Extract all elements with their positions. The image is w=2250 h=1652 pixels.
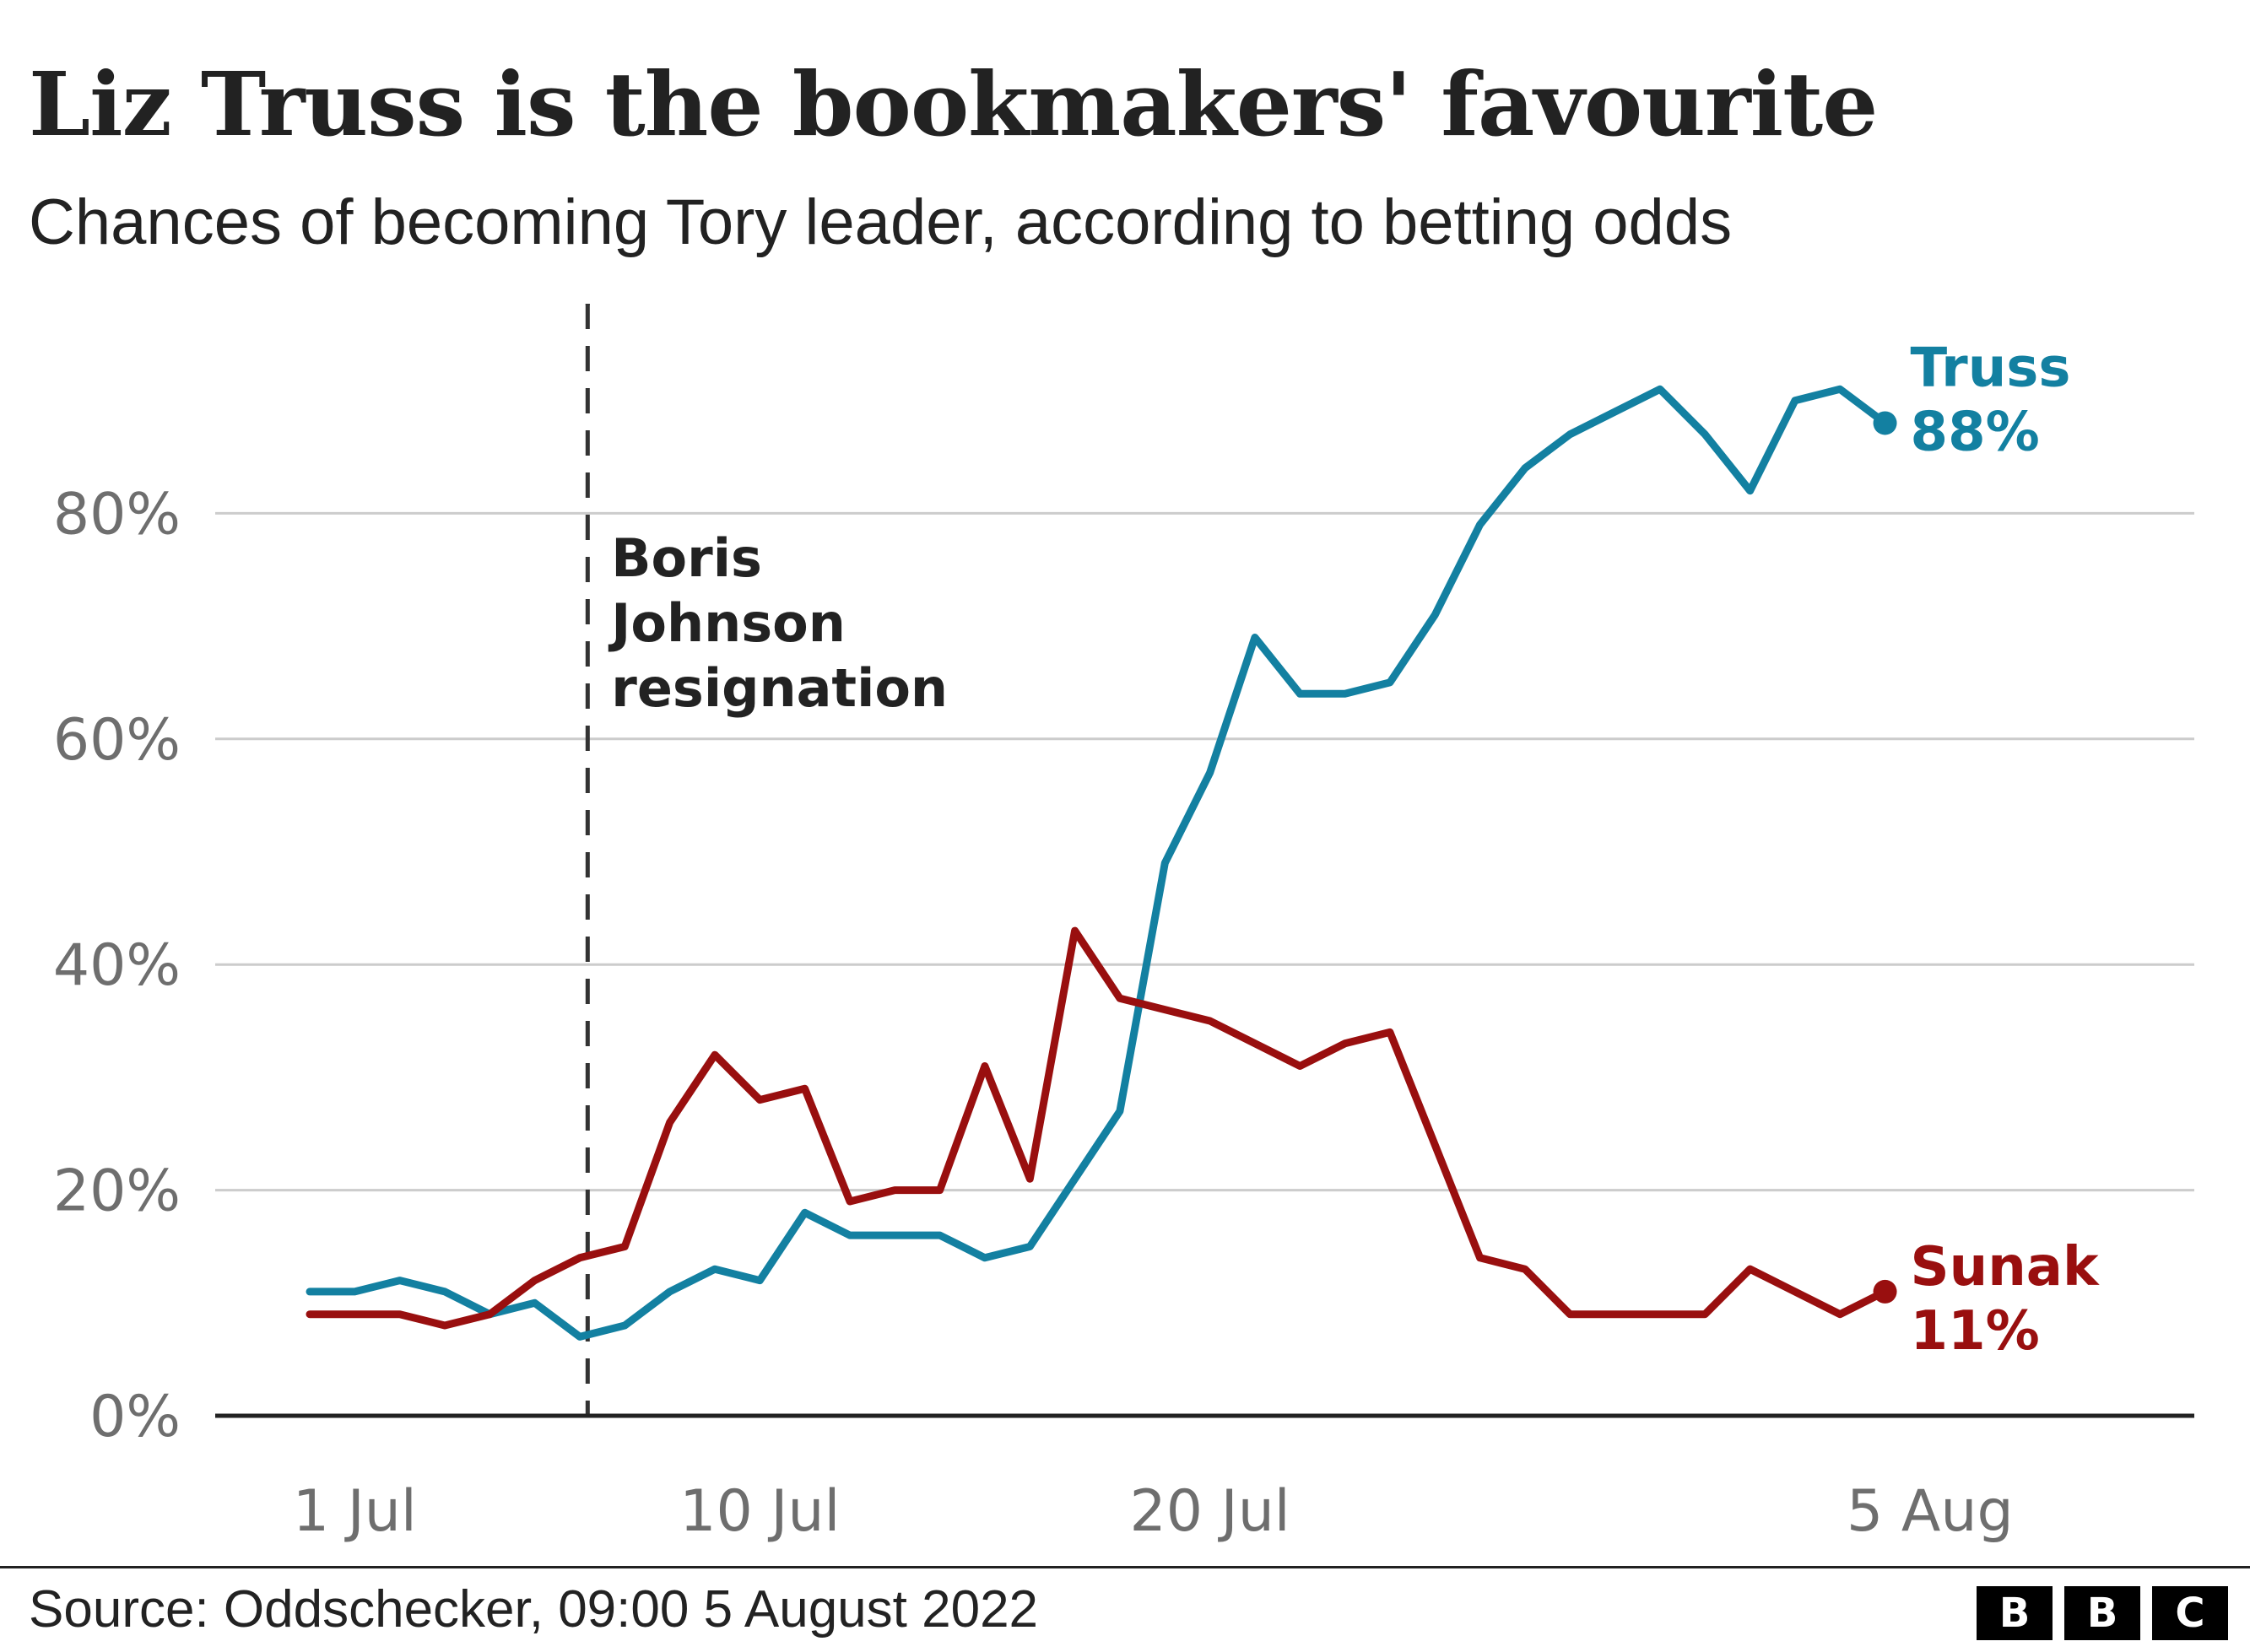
y-tick-label: 60% — [53, 707, 181, 774]
logo-block: B — [1977, 1586, 2053, 1640]
y-tick-label: 40% — [53, 932, 181, 999]
annotation-text: resignation — [611, 657, 948, 719]
series-name-label: Truss — [1911, 337, 2071, 399]
annotation-text: Johnson — [608, 592, 846, 654]
x-tick-label: 20 Jul — [1130, 1478, 1290, 1545]
annotation-text: Boris — [611, 527, 762, 589]
chart-title: Liz Truss is the bookmakers' favourite — [29, 52, 1878, 156]
line-chart: 0% 20% 40% 60% 80% 1 Jul 10 Jul 20 Jul 5 Aug Bo… — [53, 304, 2194, 1545]
gridlines — [215, 511, 2194, 1192]
end-point-sunak — [1873, 1279, 1897, 1304]
series-name-label: Sunak — [1911, 1236, 2100, 1298]
end-point-truss — [1873, 411, 1897, 435]
source-note: Source: Oddschecker, 09:00 5 August 2022 — [29, 1580, 1039, 1639]
x-tick-label: 5 Aug — [1847, 1478, 2014, 1545]
y-tick-label: 20% — [53, 1158, 181, 1225]
x-tick-label: 10 Jul — [679, 1478, 840, 1545]
y-tick-label: 0% — [89, 1384, 181, 1450]
x-tick-label: 1 Jul — [293, 1478, 417, 1545]
logo-block: B — [2064, 1586, 2140, 1640]
series-value-label: 88% — [1911, 401, 2040, 463]
series-value-label: 11% — [1911, 1300, 2040, 1363]
y-tick-label: 80% — [53, 481, 181, 548]
footer-divider — [0, 1566, 2250, 1568]
series-line-truss — [306, 385, 1890, 1341]
chart-subtitle: Chances of becoming Tory leader, accordi… — [29, 186, 1733, 258]
series-line-sunak — [306, 926, 1890, 1330]
x-axis-labels: 1 Jul 10 Jul 20 Jul 5 Aug — [293, 1478, 2014, 1545]
logo-block: C — [2152, 1586, 2228, 1640]
y-axis-labels: 0% 20% 40% 60% 80% — [53, 481, 181, 1450]
